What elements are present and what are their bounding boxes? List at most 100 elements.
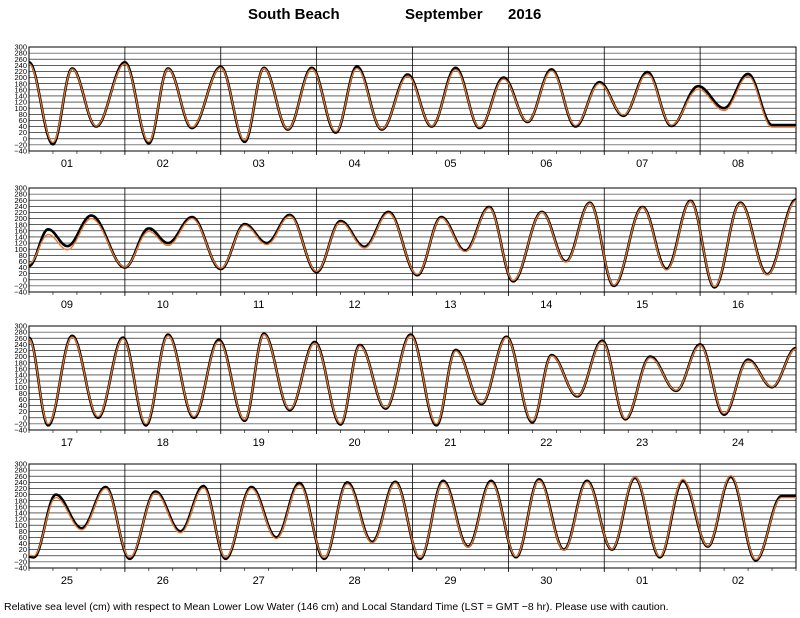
title-year: 2016 [508,6,542,23]
y-tick-label: 240 [14,478,27,487]
x-tick-label: 09 [61,299,73,311]
y-tick-label: 60 [19,116,27,125]
panel-4: 3002802602402202001801601401201008060402… [14,460,797,587]
x-tick-label: 06 [540,158,552,170]
y-tick-label: 200 [14,352,27,361]
title-month: September [405,6,483,23]
y-tick-label: 0 [23,275,27,284]
panel-frame [28,325,797,431]
x-tick-label: 15 [636,299,648,311]
x-tick-label: 02 [157,158,169,170]
y-tick-label: 80 [19,251,27,260]
x-tick-label: 27 [253,575,265,587]
y-tick-label: −20 [14,140,27,149]
y-tick-label: 20 [19,128,27,137]
y-tick-label: 100 [14,521,27,530]
y-tick-label: −20 [14,419,27,428]
y-tick-label: 300 [14,43,27,52]
y-tick-label: 180 [14,220,27,229]
title-location: South Beach [248,6,340,23]
y-tick-label: 100 [14,104,27,113]
predicted-tide-line [29,333,796,425]
y-tick-label: 260 [14,472,27,481]
x-tick-label: 19 [253,437,265,449]
y-tick-label: 180 [14,79,27,88]
x-tick-label: 07 [636,158,648,170]
y-tick-label: 60 [19,257,27,266]
y-tick-label: 240 [14,340,27,349]
y-tick-label: −20 [14,557,27,566]
y-tick-label: −40 [14,426,27,435]
y-tick-label: 280 [14,466,27,475]
y-tick-label: 260 [14,196,27,205]
x-tick-label: 30 [540,575,552,587]
y-tick-label: 240 [14,61,27,70]
x-tick-label: 25 [61,575,73,587]
y-tick-label: −20 [14,281,27,290]
x-tick-label: 22 [540,437,552,449]
y-tick-label: 20 [19,407,27,416]
panel-3: 3002802602402202001801601401201008060402… [14,322,797,449]
x-tick-label: 16 [732,299,744,311]
panel-frame [28,46,797,152]
panel-2: 3002802602402202001801601401201008060402… [14,184,797,311]
y-tick-label: 200 [14,490,27,499]
x-tick-label: 20 [348,437,360,449]
y-tick-label: 280 [14,190,27,199]
y-tick-label: 20 [19,545,27,554]
x-tick-label: 21 [444,437,456,449]
y-tick-label: 220 [14,208,27,217]
y-tick-label: 140 [14,371,27,380]
x-tick-label: 12 [348,299,360,311]
y-tick-label: 80 [19,527,27,536]
predicted-tide-line [29,200,796,288]
y-tick-label: 0 [23,413,27,422]
y-tick-label: 40 [19,263,27,272]
y-tick-label: 260 [14,55,27,64]
y-tick-label: 160 [14,85,27,94]
y-tick-label: 100 [14,245,27,254]
y-tick-label: 300 [14,322,27,331]
y-tick-label: 20 [19,269,27,278]
x-tick-label: 08 [732,158,744,170]
y-tick-label: 200 [14,73,27,82]
x-tick-label: 24 [732,437,744,449]
y-tick-label: 240 [14,202,27,211]
y-tick-label: 80 [19,110,27,119]
x-tick-label: 18 [157,437,169,449]
y-tick-label: 40 [19,539,27,548]
x-tick-label: 14 [540,299,552,311]
y-tick-label: 220 [14,484,27,493]
y-tick-label: 120 [14,239,27,248]
y-tick-label: 160 [14,226,27,235]
y-tick-label: 220 [14,346,27,355]
y-tick-label: 100 [14,383,27,392]
footer-caption: Relative sea level (cm) with respect to … [4,601,669,613]
x-tick-label: 03 [253,158,265,170]
predicted-tide-line [29,474,796,561]
y-tick-label: −40 [14,564,27,573]
y-tick-label: 260 [14,334,27,343]
panel-frame [28,463,797,569]
y-tick-label: 300 [14,460,27,469]
y-tick-label: 300 [14,184,27,193]
y-tick-label: 120 [14,98,27,107]
y-tick-label: 160 [14,502,27,511]
y-tick-label: 180 [14,496,27,505]
x-tick-label: 17 [61,437,73,449]
x-tick-label: 01 [61,158,73,170]
y-tick-label: 60 [19,395,27,404]
x-tick-label: 02 [732,575,744,587]
x-tick-label: 28 [348,575,360,587]
x-tick-label: 04 [348,158,360,170]
x-tick-label: 23 [636,437,648,449]
y-tick-label: −40 [14,288,27,297]
y-tick-label: 280 [14,49,27,58]
x-tick-label: 13 [444,299,456,311]
y-tick-label: 140 [14,509,27,518]
y-tick-label: 40 [19,122,27,131]
y-tick-label: 0 [23,551,27,560]
x-tick-label: 11 [253,299,264,311]
y-tick-label: 120 [14,515,27,524]
